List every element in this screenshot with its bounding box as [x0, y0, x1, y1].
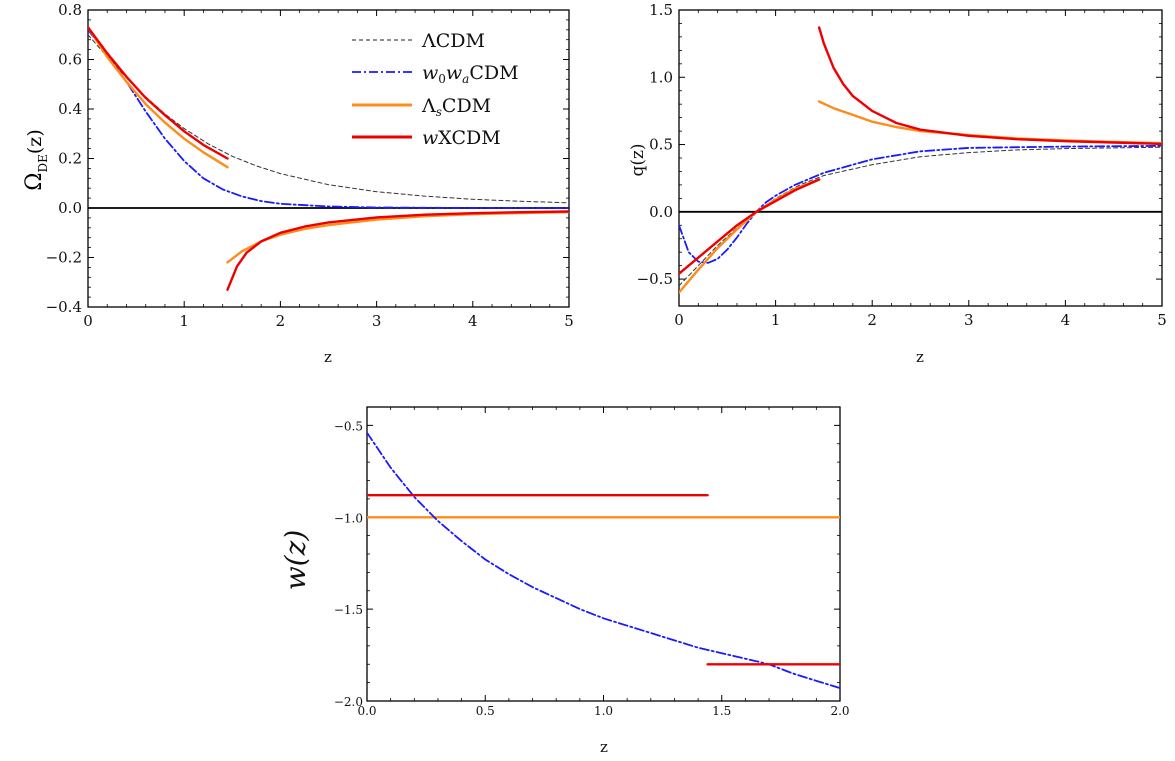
- y-tick-label: −0.5: [637, 270, 673, 288]
- series-lcdm-segment-0: [679, 146, 1162, 287]
- series-w0wacdm-segment-0: [367, 431, 840, 689]
- legend: ΛCDM w0waCDM ΛsCDM wXCDM: [352, 30, 519, 149]
- x-tick-label: 3: [372, 312, 382, 330]
- chart-w: 0.0 0.5 1.0 1.5 2.0 −2.0 −1.5 −1.0 −0.5 z w(z): [279, 406, 850, 756]
- legend-label-lcdm: ΛCDM: [421, 30, 485, 52]
- y-tick-label: −1.0: [334, 511, 363, 525]
- y-axis-label: w(z): [279, 530, 312, 591]
- y-tick-label: −0.4: [46, 298, 82, 316]
- y-tick-label: 0.0: [58, 199, 82, 217]
- series-wxcdm-segment-1: [817, 26, 1162, 146]
- y-tick-label: 0.4: [58, 100, 82, 118]
- ticks: 0.0 0.5 1.0 1.5 2.0 −2.0 −1.5 −1.0 −0.5: [334, 407, 850, 718]
- chart-omega: 0 1 2 3 4 5 −0.4 −0.2 0.0 0.2 0.4 0.6 0.8 z ΩDE(z) Λ…: [22, 1, 574, 366]
- x-tick-label: 4: [468, 312, 478, 330]
- x-axis-label: z: [916, 348, 924, 366]
- x-tick-label: 1.5: [712, 704, 731, 718]
- x-tick-label: 5: [564, 312, 574, 330]
- x-tick-label: 2: [276, 312, 286, 330]
- x-tick-label: 1: [771, 311, 781, 329]
- y-tick-label: 1.0: [649, 68, 673, 86]
- x-tick-label: 0: [83, 312, 93, 330]
- plot-frame: [678, 9, 1163, 307]
- plot-frame: [366, 406, 841, 702]
- series-wxcdm-segment-1: [226, 210, 569, 291]
- y-tick-label: −0.2: [46, 249, 82, 267]
- series-w0wacdm-segment-0: [88, 28, 569, 209]
- series-lscdm-segment-0: [88, 26, 229, 169]
- legend-label-lscdm: ΛsCDM: [421, 95, 491, 119]
- series-group: [367, 431, 840, 689]
- ticks: 0 1 2 3 4 5 −0.5 0.0 0.5 1.0 1.5: [637, 1, 1167, 329]
- series-group: [679, 26, 1162, 294]
- y-tick-label: 0.2: [58, 150, 82, 168]
- y-axis-label-sub: DE: [36, 154, 50, 172]
- ticks: 0 1 2 3 4 5 −0.4 −0.2 0.0 0.2 0.4 0.6 0.8: [46, 1, 574, 330]
- series-wxcdm-segment-0: [88, 26, 229, 160]
- x-tick-label: 1.0: [594, 704, 613, 718]
- series-w0wacdm-segment-0: [679, 144, 1162, 264]
- legend-label-wxcdm: wXCDM: [422, 127, 501, 149]
- series-wxcdm-segment-0: [679, 178, 821, 275]
- series-lscdm-segment-0: [679, 178, 821, 294]
- x-tick-label: 1: [179, 312, 189, 330]
- y-axis-label-tail: (z): [24, 129, 46, 154]
- x-tick-label: 0: [674, 311, 684, 329]
- legend-label-w0wacdm: w0waCDM: [422, 62, 519, 86]
- x-tick-label: 0.5: [476, 704, 495, 718]
- y-axis-label-main: Ω: [22, 172, 47, 190]
- y-axis-label: ΩDE(z): [22, 129, 50, 190]
- x-tick-label: 0.0: [357, 704, 376, 718]
- y-tick-label: −2.0: [334, 695, 363, 709]
- y-axis-label: q(z): [628, 143, 648, 176]
- plot-frame: [87, 9, 570, 308]
- x-tick-label: 3: [964, 311, 974, 329]
- y-tick-label: 0.5: [649, 136, 673, 154]
- y-tick-label: 0.8: [58, 1, 82, 19]
- x-tick-label: 5: [1157, 311, 1167, 329]
- y-tick-label: −1.5: [334, 603, 363, 617]
- x-tick-label: 4: [1061, 311, 1071, 329]
- x-tick-label: 2.0: [830, 704, 849, 718]
- x-axis-label: z: [324, 348, 332, 366]
- y-tick-label: −0.5: [334, 419, 363, 433]
- y-tick-label: 0.0: [649, 203, 673, 221]
- y-tick-label: 0.6: [58, 51, 82, 69]
- x-axis-label: z: [600, 738, 608, 756]
- series-lscdm-segment-1: [226, 210, 569, 264]
- chart-q: 0 1 2 3 4 5 −0.5 0.0 0.5 1.0 1.5 z q(z): [628, 1, 1167, 366]
- y-tick-label: 1.5: [649, 1, 673, 19]
- x-tick-label: 2: [867, 311, 877, 329]
- series-group: [88, 26, 569, 291]
